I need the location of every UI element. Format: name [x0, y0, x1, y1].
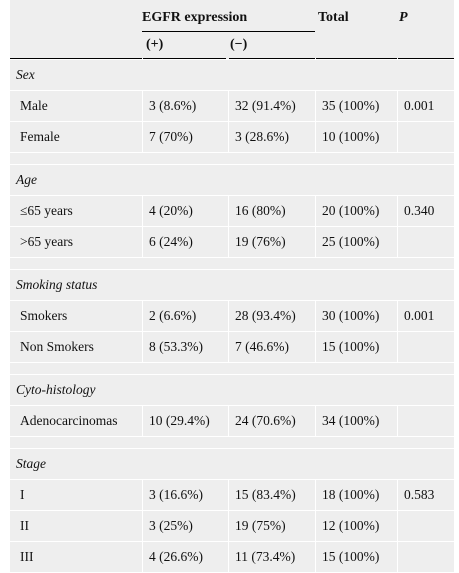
table-row: Female 7 (70%) 3 (28.6%) 10 (100%): [10, 122, 454, 152]
section-title: Smoking status: [16, 277, 98, 292]
negative-cell: 7 (46.6%): [229, 332, 315, 362]
header-rule-pos: [143, 58, 226, 59]
positive-cell: 3 (8.6%): [143, 91, 228, 121]
section-gap: [10, 258, 454, 269]
p-value-cell: [398, 511, 454, 541]
positive-cell: 8 (53.3%): [143, 332, 228, 362]
table-row: Male 3 (8.6%) 32 (91.4%) 35 (100%) 0.001: [10, 91, 454, 121]
row-label: Non Smokers: [10, 332, 142, 362]
negative-cell: 32 (91.4%): [229, 91, 315, 121]
p-value-cell: [398, 227, 454, 257]
p-value-cell: 0.583: [398, 480, 454, 510]
negative-cell: 16 (80%): [229, 196, 315, 226]
section-header: Smoking status: [10, 270, 454, 300]
row-label: ≤65 years: [10, 196, 142, 226]
positive-cell: 3 (25%): [143, 511, 228, 541]
row-label: Smokers: [10, 301, 142, 331]
table-row: II 3 (25%) 19 (75%) 12 (100%): [10, 511, 454, 541]
header-rule-total: [316, 58, 397, 59]
total-cell: 25 (100%): [316, 227, 397, 257]
header-rule-label: [10, 58, 142, 59]
positive-cell: 4 (26.6%): [143, 542, 228, 572]
egfr-expression-header: EGFR expression: [142, 10, 248, 25]
table-row: >65 years 6 (24%) 19 (76%) 25 (100%): [10, 227, 454, 257]
p-value-cell: 0.001: [398, 301, 454, 331]
total-cell: 15 (100%): [316, 542, 397, 572]
table-header: EGFR expression Total P (+) (−): [10, 0, 454, 59]
p-value-cell: [398, 332, 454, 362]
section-gap: [10, 437, 454, 448]
p-value-cell: [398, 542, 454, 572]
total-cell: 12 (100%): [316, 511, 397, 541]
positive-cell: 2 (6.6%): [143, 301, 228, 331]
section-title: Stage: [16, 456, 46, 471]
negative-cell: 15 (83.4%): [229, 480, 315, 510]
p-value-cell: [398, 122, 454, 152]
positive-cell: 6 (24%): [143, 227, 228, 257]
p-value-cell: 0.340: [398, 196, 454, 226]
p-value-cell: [398, 406, 454, 436]
total-cell: 35 (100%): [316, 91, 397, 121]
total-cell: 20 (100%): [316, 196, 397, 226]
negative-cell: 19 (75%): [229, 511, 315, 541]
total-cell: 34 (100%): [316, 406, 397, 436]
positive-cell: 10 (29.4%): [143, 406, 228, 436]
table-row: Non Smokers 8 (53.3%) 7 (46.6%) 15 (100%): [10, 332, 454, 362]
negative-cell: 24 (70.6%): [229, 406, 315, 436]
negative-cell: 28 (93.4%): [229, 301, 315, 331]
section-header: Cyto-histology: [10, 375, 454, 405]
total-cell: 10 (100%): [316, 122, 397, 152]
positive-header: (+): [146, 37, 164, 52]
negative-cell: 19 (76%): [229, 227, 315, 257]
egfr-header-rule: [142, 31, 315, 32]
header-rule-p: [398, 58, 454, 59]
total-header: Total: [318, 10, 349, 25]
section-gap: [10, 363, 454, 374]
section-title: Sex: [16, 67, 35, 82]
total-cell: 18 (100%): [316, 480, 397, 510]
section-gap: [10, 153, 454, 164]
positive-cell: 7 (70%): [143, 122, 228, 152]
row-label: Male: [10, 91, 142, 121]
p-value-cell: 0.001: [398, 91, 454, 121]
section-header: Age: [10, 165, 454, 195]
row-label: Female: [10, 122, 142, 152]
total-cell: 30 (100%): [316, 301, 397, 331]
section-title: Age: [16, 172, 37, 187]
total-cell: 15 (100%): [316, 332, 397, 362]
row-label: I: [10, 480, 142, 510]
negative-header: (−): [230, 37, 248, 52]
section-header: Stage: [10, 449, 454, 479]
section-header: Sex: [10, 60, 454, 90]
row-label: III: [10, 542, 142, 572]
section-title: Cyto-histology: [16, 382, 96, 397]
negative-cell: 11 (73.4%): [229, 542, 315, 572]
row-label: II: [10, 511, 142, 541]
row-label: >65 years: [10, 227, 142, 257]
table-row: Adenocarcinomas 10 (29.4%) 24 (70.6%) 34 (1…: [10, 406, 454, 436]
table-row: Smokers 2 (6.6%) 28 (93.4%) 30 (100%) 0.001: [10, 301, 454, 331]
table-row: ≤65 years 4 (20%) 16 (80%) 20 (100%) 0.340: [10, 196, 454, 226]
header-rule-neg: [229, 58, 315, 59]
row-label: Adenocarcinomas: [10, 406, 142, 436]
negative-cell: 3 (28.6%): [229, 122, 315, 152]
positive-cell: 3 (16.6%): [143, 480, 228, 510]
positive-cell: 4 (20%): [143, 196, 228, 226]
p-header: P: [399, 10, 408, 25]
table-row: III 4 (26.6%) 11 (73.4%) 15 (100%): [10, 542, 454, 572]
